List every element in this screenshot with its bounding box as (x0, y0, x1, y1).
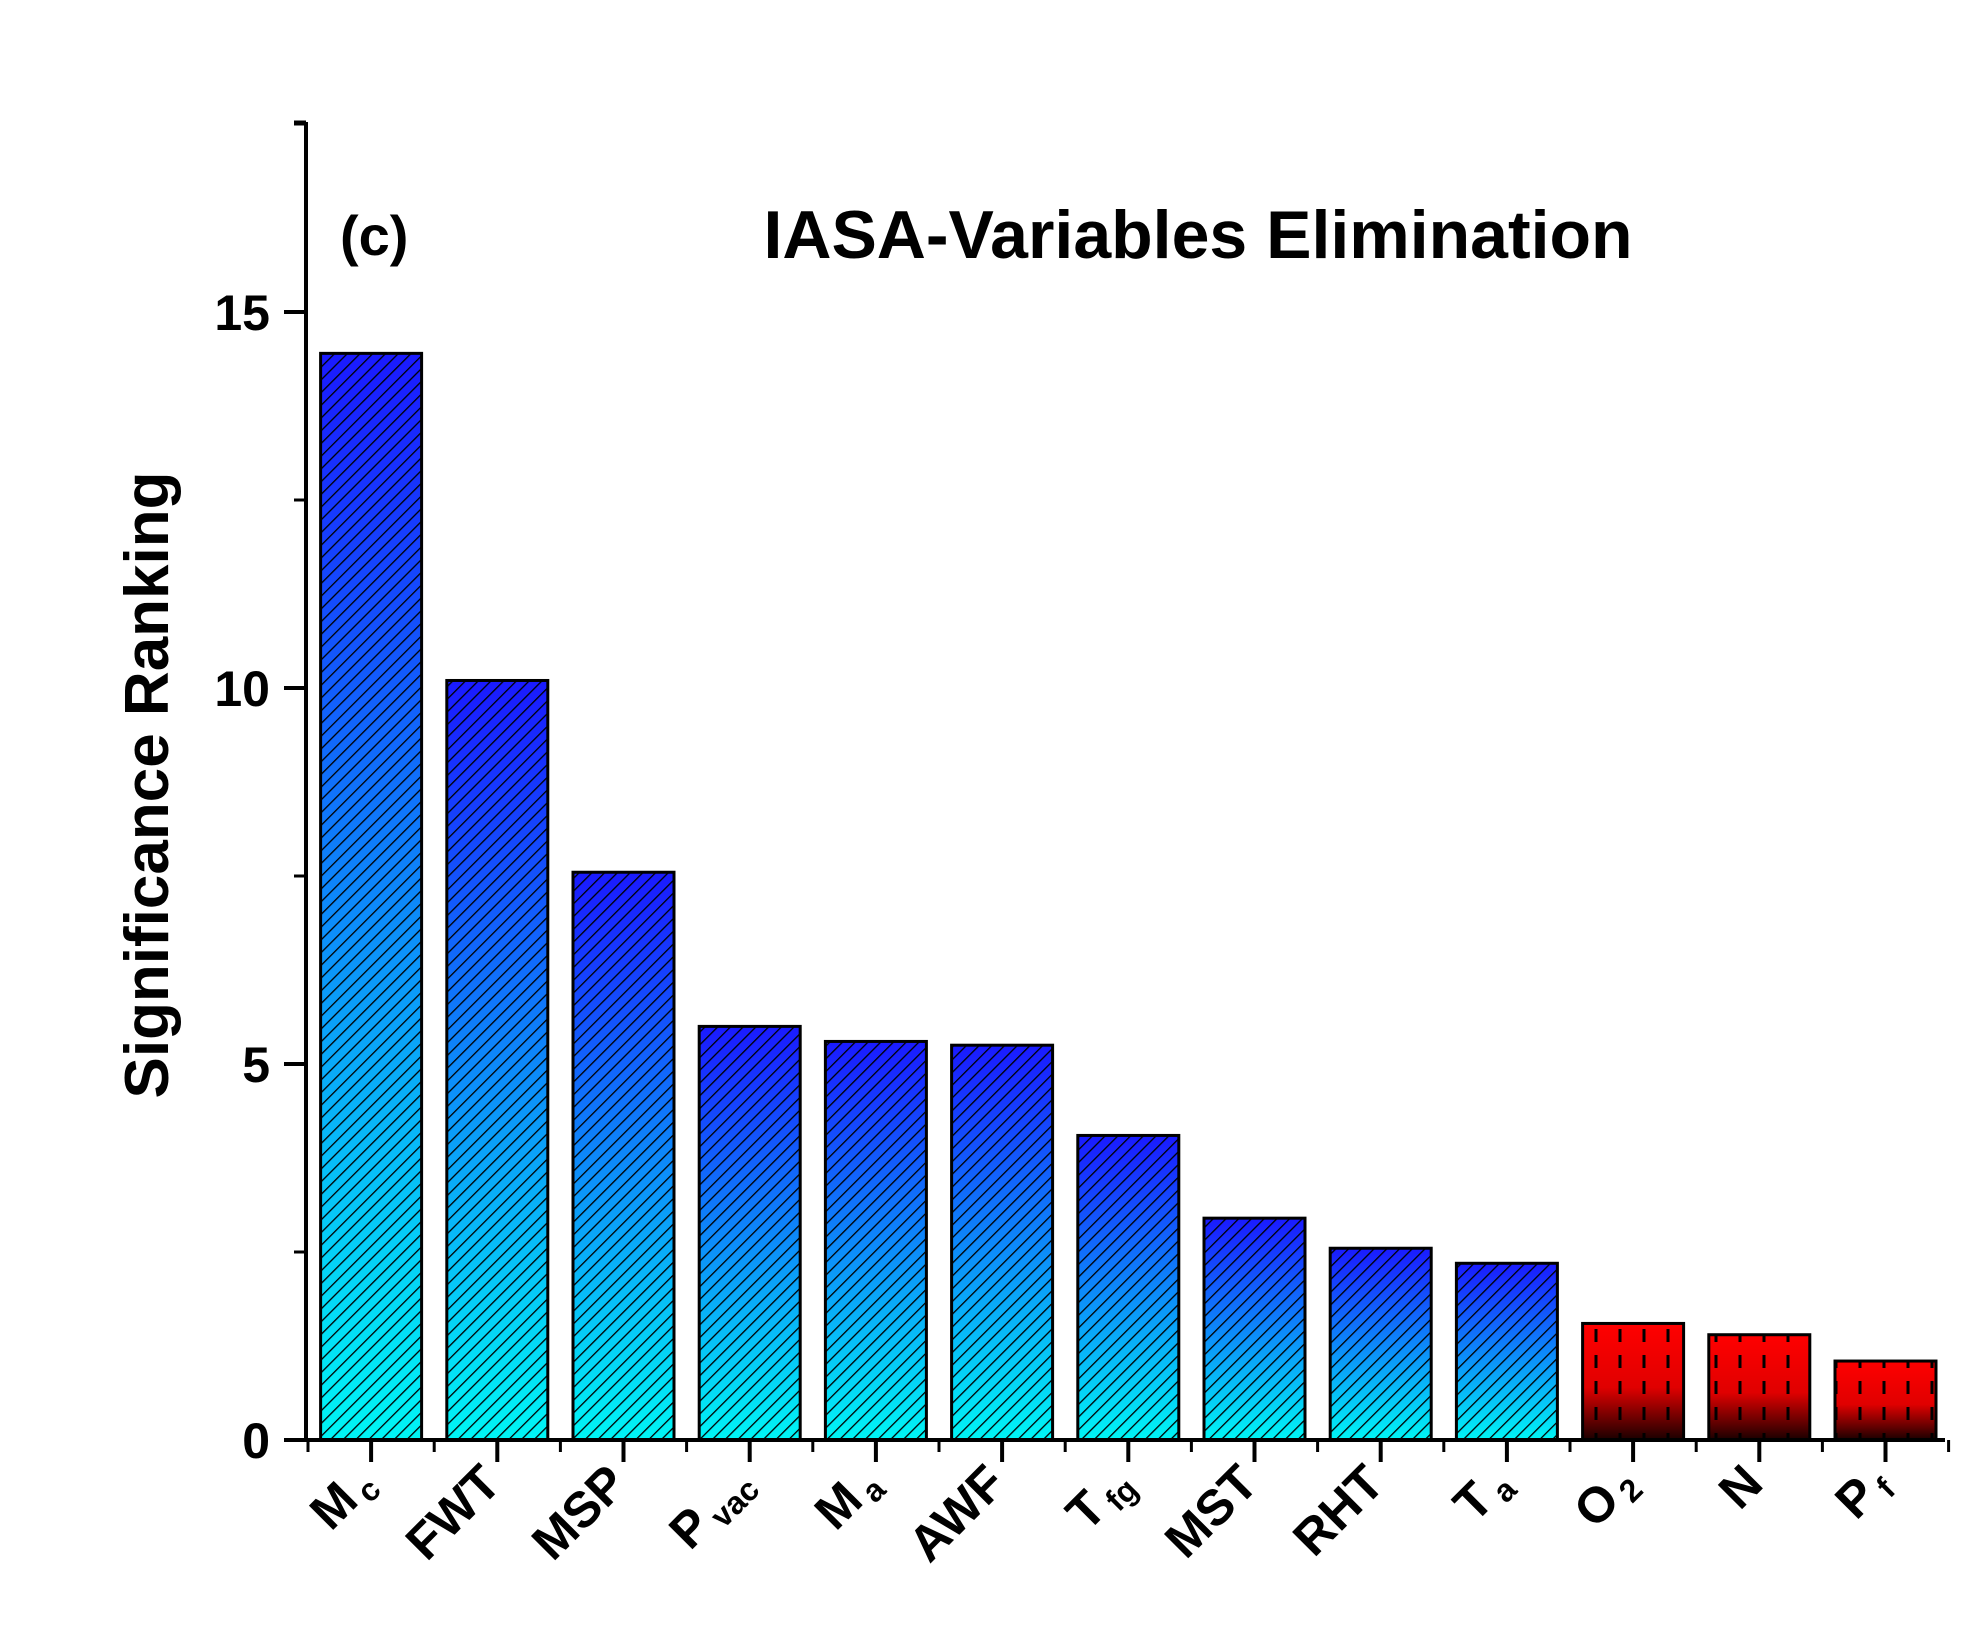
bar-pattern (1582, 1323, 1684, 1440)
x-tick-label-base: RHT (1282, 1454, 1394, 1566)
x-tick-label-base: FWT (395, 1454, 511, 1570)
bar-fwt (445, 678, 550, 1442)
bar-pattern (1456, 1263, 1558, 1440)
bar-pattern (446, 680, 548, 1440)
bar-msp (571, 870, 676, 1442)
bar-pvac (697, 1024, 802, 1442)
bar-o2 (1581, 1321, 1686, 1442)
x-tick-label-base: MST (1154, 1454, 1268, 1568)
chart-title: IASA-Variables Elimination (763, 197, 1632, 273)
bars (319, 351, 1938, 1442)
bar-pattern (320, 353, 422, 1440)
bar-pattern (1835, 1361, 1936, 1440)
x-tick-label-mc: Mc (299, 1454, 388, 1543)
x-tick-label-mst: MST (1154, 1454, 1268, 1568)
x-tick-label-tfg: Tfg (1055, 1454, 1145, 1544)
bar-mc (319, 351, 424, 1442)
bar-rht (1328, 1246, 1433, 1442)
bar-pattern (825, 1041, 927, 1440)
bar-ta (1454, 1261, 1559, 1442)
bar-mst (1202, 1216, 1307, 1442)
y-tick-label: 5 (242, 1037, 270, 1093)
x-tick-label-n: N (1708, 1454, 1773, 1519)
y-tick-label: 10 (214, 661, 270, 717)
x-tick-label-base: AWF (898, 1454, 1016, 1572)
bar-pattern (1330, 1248, 1432, 1440)
x-tick-label-rht: RHT (1282, 1454, 1394, 1566)
x-tick-label-base: MSP (521, 1454, 637, 1570)
bar-tfg (1076, 1133, 1181, 1442)
bar-n (1707, 1333, 1812, 1442)
bar-awf (950, 1043, 1055, 1442)
y-axis-title: Significance Ranking (113, 471, 182, 1098)
x-tick-label-ma: Ma (804, 1454, 893, 1543)
y-tick-label: 0 (242, 1413, 270, 1469)
bar-pattern (1077, 1135, 1179, 1440)
x-tick-label-o2: O2 (1563, 1454, 1650, 1541)
x-tick-label-msp: MSP (521, 1454, 637, 1570)
x-tick-label-awf: AWF (898, 1454, 1016, 1572)
bar-pf (1833, 1359, 1938, 1442)
x-tick-label-sub: vac (703, 1471, 766, 1534)
axes (284, 120, 1951, 1462)
panel-label: (c) (340, 204, 408, 267)
bar-pattern (699, 1026, 801, 1440)
bar-pattern (951, 1045, 1053, 1440)
x-tick-label-pvac: Pvac (658, 1454, 766, 1562)
x-tick-label-pf: Pf (1824, 1454, 1902, 1532)
x-tick-label-fwt: FWT (395, 1454, 511, 1570)
bar-pattern (573, 872, 674, 1440)
x-tick-label-ta: Ta (1443, 1454, 1524, 1535)
y-tick-label: 15 (214, 285, 270, 341)
x-tick-label-base: N (1708, 1454, 1773, 1519)
bar-ma (823, 1039, 928, 1442)
bar-pattern (1204, 1218, 1305, 1440)
bar-pattern (1708, 1334, 1810, 1440)
